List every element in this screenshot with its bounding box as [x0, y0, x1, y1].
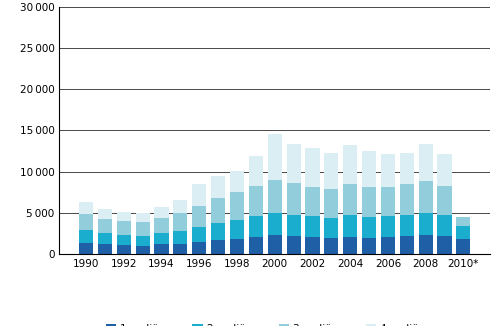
Bar — [456, 226, 470, 239]
Bar — [192, 242, 206, 254]
Bar — [230, 171, 244, 192]
Bar — [324, 153, 339, 189]
Bar — [438, 154, 451, 186]
Bar — [98, 233, 112, 244]
Bar — [154, 217, 169, 233]
Bar — [438, 236, 451, 254]
Bar — [79, 243, 93, 254]
Bar — [362, 151, 376, 187]
Bar — [268, 180, 282, 213]
Bar — [419, 181, 433, 213]
Bar — [192, 206, 206, 227]
Bar — [400, 236, 414, 254]
Bar — [287, 183, 300, 215]
Bar — [268, 213, 282, 235]
Bar — [249, 237, 263, 254]
Bar — [117, 212, 131, 221]
Bar — [136, 236, 149, 245]
Bar — [173, 244, 188, 254]
Bar — [249, 186, 263, 216]
Bar — [173, 200, 188, 213]
Bar — [343, 215, 357, 237]
Bar — [211, 176, 225, 198]
Bar — [400, 184, 414, 215]
Bar — [381, 186, 395, 216]
Bar — [230, 220, 244, 239]
Bar — [438, 186, 451, 215]
Bar — [324, 238, 339, 254]
Bar — [230, 239, 244, 254]
Bar — [173, 231, 188, 244]
Bar — [98, 244, 112, 254]
Bar — [343, 184, 357, 215]
Bar — [211, 223, 225, 240]
Bar — [287, 144, 300, 183]
Bar — [117, 245, 131, 254]
Bar — [287, 215, 300, 236]
Bar — [211, 198, 225, 223]
Bar — [419, 144, 433, 181]
Bar — [211, 240, 225, 254]
Bar — [419, 213, 433, 235]
Bar — [79, 230, 93, 243]
Bar — [343, 237, 357, 254]
Bar — [287, 236, 300, 254]
Bar — [419, 235, 433, 254]
Bar — [305, 186, 320, 216]
Bar — [381, 154, 395, 186]
Bar — [362, 217, 376, 238]
Bar — [456, 239, 470, 254]
Bar — [154, 244, 169, 254]
Bar — [98, 209, 112, 219]
Bar — [362, 187, 376, 217]
Bar — [192, 227, 206, 242]
Bar — [381, 237, 395, 254]
Bar — [249, 156, 263, 186]
Bar — [136, 245, 149, 254]
Bar — [343, 145, 357, 184]
Bar — [324, 189, 339, 218]
Bar — [173, 213, 188, 231]
Bar — [268, 134, 282, 180]
Bar — [305, 237, 320, 254]
Bar — [400, 215, 414, 236]
Bar — [305, 216, 320, 237]
Bar — [98, 219, 112, 233]
Bar — [154, 207, 169, 217]
Bar — [117, 235, 131, 245]
Bar — [438, 215, 451, 236]
Bar — [79, 202, 93, 214]
Legend: 1. neljännes, 2. neljännes, 3. neljännes, 4. neljännes: 1. neljännes, 2. neljännes, 3. neljännes… — [101, 320, 448, 326]
Bar — [324, 218, 339, 238]
Bar — [230, 192, 244, 220]
Bar — [154, 233, 169, 244]
Bar — [136, 222, 149, 236]
Bar — [79, 214, 93, 230]
Bar — [136, 213, 149, 222]
Bar — [381, 216, 395, 237]
Bar — [400, 153, 414, 184]
Bar — [249, 216, 263, 237]
Bar — [362, 238, 376, 254]
Bar — [268, 235, 282, 254]
Bar — [456, 217, 470, 226]
Bar — [305, 148, 320, 186]
Bar — [192, 184, 206, 206]
Bar — [117, 221, 131, 235]
